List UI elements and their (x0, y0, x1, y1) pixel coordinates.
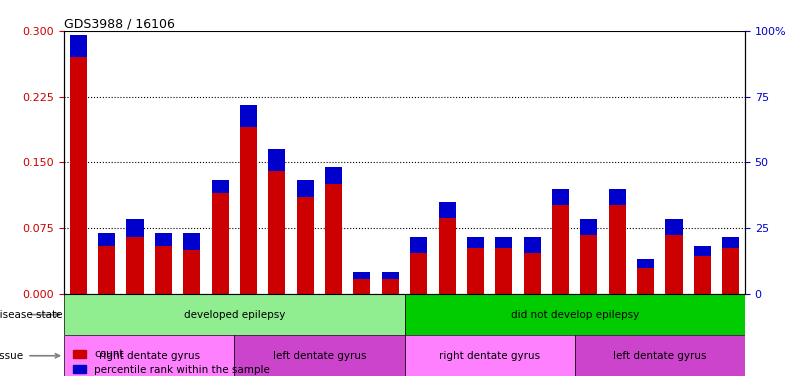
Bar (694, 246, 711, 256)
Bar (268, 149, 285, 294)
Bar (98, 233, 115, 246)
Text: GDS3988 / 16106: GDS3988 / 16106 (64, 18, 175, 31)
Bar (410, 237, 427, 253)
Bar (127, 219, 143, 237)
Bar (296, 180, 314, 294)
Bar (240, 105, 257, 127)
Bar (183, 233, 200, 250)
Bar (666, 219, 682, 235)
FancyBboxPatch shape (575, 335, 745, 376)
Bar (637, 259, 654, 268)
Bar (211, 180, 228, 294)
Bar (439, 202, 456, 218)
Bar (581, 219, 598, 294)
FancyBboxPatch shape (64, 294, 405, 335)
Bar (637, 259, 654, 294)
Text: developed epilepsy: developed epilepsy (183, 310, 285, 319)
Text: left dentate gyrus: left dentate gyrus (272, 351, 366, 361)
Bar (296, 180, 314, 197)
Text: left dentate gyrus: left dentate gyrus (613, 351, 706, 361)
Bar (268, 149, 285, 171)
Bar (211, 180, 228, 193)
Bar (70, 35, 87, 294)
Bar (666, 219, 682, 294)
Bar (609, 189, 626, 205)
Bar (524, 237, 541, 253)
FancyBboxPatch shape (405, 294, 745, 335)
Bar (98, 233, 115, 294)
Bar (382, 272, 399, 279)
Bar (467, 237, 484, 248)
Bar (353, 272, 370, 279)
Bar (325, 167, 342, 294)
Legend: count, percentile rank within the sample: count, percentile rank within the sample (70, 345, 274, 379)
Text: did not develop epilepsy: did not develop epilepsy (510, 310, 639, 319)
Bar (581, 219, 598, 235)
FancyBboxPatch shape (234, 335, 405, 376)
Text: tissue: tissue (0, 351, 59, 361)
Text: disease state: disease state (0, 310, 62, 319)
Bar (382, 272, 399, 294)
Bar (609, 189, 626, 294)
FancyBboxPatch shape (64, 335, 234, 376)
Bar (155, 233, 172, 246)
Bar (439, 202, 456, 294)
Bar (240, 105, 257, 294)
Bar (70, 35, 87, 57)
Bar (524, 237, 541, 294)
Bar (552, 189, 569, 294)
Bar (495, 237, 513, 248)
Bar (495, 237, 513, 294)
Bar (155, 233, 172, 294)
Bar (410, 237, 427, 294)
Bar (325, 167, 342, 184)
Bar (552, 189, 569, 205)
Bar (467, 237, 484, 294)
Bar (127, 219, 143, 294)
Text: right dentate gyrus: right dentate gyrus (99, 351, 199, 361)
Bar (183, 233, 200, 294)
Bar (723, 237, 739, 294)
FancyBboxPatch shape (405, 335, 575, 376)
Bar (694, 246, 711, 294)
Bar (723, 237, 739, 248)
Bar (353, 272, 370, 294)
Text: right dentate gyrus: right dentate gyrus (439, 351, 540, 361)
